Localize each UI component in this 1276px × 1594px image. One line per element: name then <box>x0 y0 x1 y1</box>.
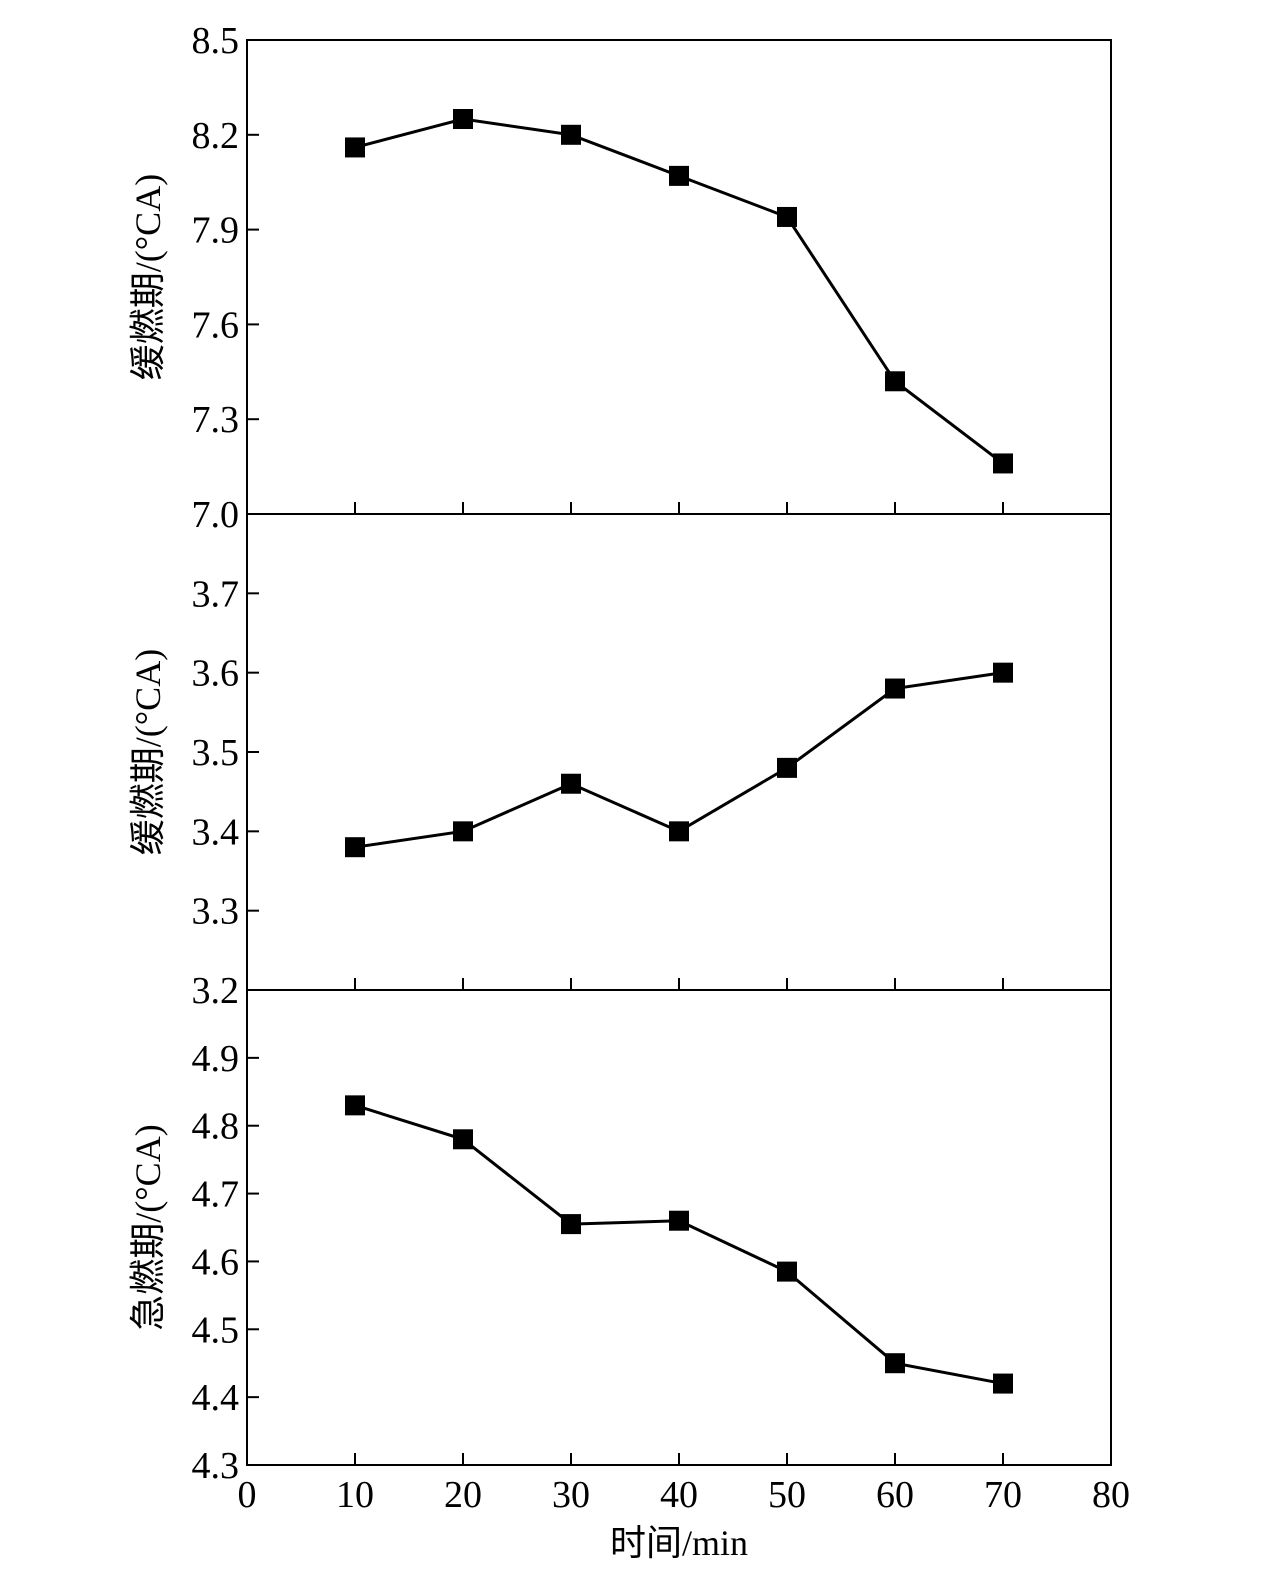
data-point <box>993 453 1013 474</box>
x-tick-label: 40 <box>660 1474 698 1516</box>
data-point <box>885 678 905 699</box>
y-tick-label: 3.5 <box>192 732 240 774</box>
x-tick-label: 30 <box>552 1474 590 1516</box>
panel-top: 7.0 7.3 7.6 7.9 8.2 8.5 缓燃期/(°CA) <box>128 20 1112 536</box>
y-axis-title: 缓燃期/(°CA) <box>128 649 168 855</box>
x-tick-label: 20 <box>444 1474 482 1516</box>
y-tick-label: 3.4 <box>192 811 240 853</box>
y-tick-label: 7.3 <box>192 399 240 441</box>
y-tick-label: 4.8 <box>192 1106 240 1148</box>
data-point <box>993 1373 1013 1394</box>
data-point <box>885 1353 905 1374</box>
y-tick-label: 4.4 <box>192 1377 240 1419</box>
series-line <box>354 671 1004 849</box>
y-tick-label: 7.6 <box>192 304 240 346</box>
data-point <box>993 662 1013 683</box>
y-tick-label: 4.7 <box>192 1174 240 1216</box>
y-tick-label: 3.7 <box>192 573 240 615</box>
plot-frame <box>246 513 1112 991</box>
data-point <box>345 137 365 158</box>
y-tick-label: 3.3 <box>192 891 240 933</box>
x-tick-label: 70 <box>984 1474 1022 1516</box>
data-point <box>453 821 473 842</box>
y-tick-label: 3.6 <box>192 653 240 695</box>
x-tick-label: 50 <box>768 1474 806 1516</box>
y-tick-label: 7.9 <box>192 210 240 252</box>
x-tick-label: 80 <box>1092 1474 1130 1516</box>
y-tick-label: 7.0 <box>192 494 240 536</box>
panel-bottom: 4.3 4.4 4.5 4.6 4.7 4.8 4.9 0 10 20 30 40 50 60 70 80 时间… <box>128 989 1130 1563</box>
y-axis-title: 缓燃期/(°CA) <box>128 174 168 380</box>
y-tick-label: 8.5 <box>192 20 240 62</box>
y-tick-label: 4.5 <box>192 1309 240 1351</box>
data-point <box>453 109 473 129</box>
data-point <box>561 1214 581 1235</box>
y-tick-label: 4.9 <box>192 1038 240 1080</box>
y-tick-label: 4.3 <box>192 1445 240 1487</box>
x-tick-label: 10 <box>336 1474 374 1516</box>
panel-middle: 3.2 3.3 3.4 3.5 3.6 3.7 缓燃期/(°CA) <box>128 513 1112 1012</box>
data-point <box>885 371 905 392</box>
data-point <box>777 757 797 778</box>
data-point <box>669 1210 689 1231</box>
y-tick-label: 3.2 <box>192 970 240 1012</box>
data-point <box>453 1129 473 1150</box>
data-point <box>561 124 581 145</box>
x-tick-label: 60 <box>876 1474 914 1516</box>
data-point <box>345 1095 365 1116</box>
plot-frame <box>246 39 1112 515</box>
x-axis-title: 时间/min <box>610 1523 748 1563</box>
y-tick-label: 8.2 <box>192 115 240 157</box>
data-point <box>345 837 365 858</box>
y-axis-title: 急燃期/(°CA) <box>128 1124 168 1330</box>
data-point <box>669 165 689 186</box>
data-point <box>777 1261 797 1282</box>
data-point <box>669 821 689 842</box>
y-tick-label: 4.6 <box>192 1241 240 1283</box>
data-point <box>561 773 581 794</box>
data-point <box>777 206 797 227</box>
x-tick-label: 0 <box>238 1474 257 1516</box>
series-line <box>354 1103 1004 1386</box>
